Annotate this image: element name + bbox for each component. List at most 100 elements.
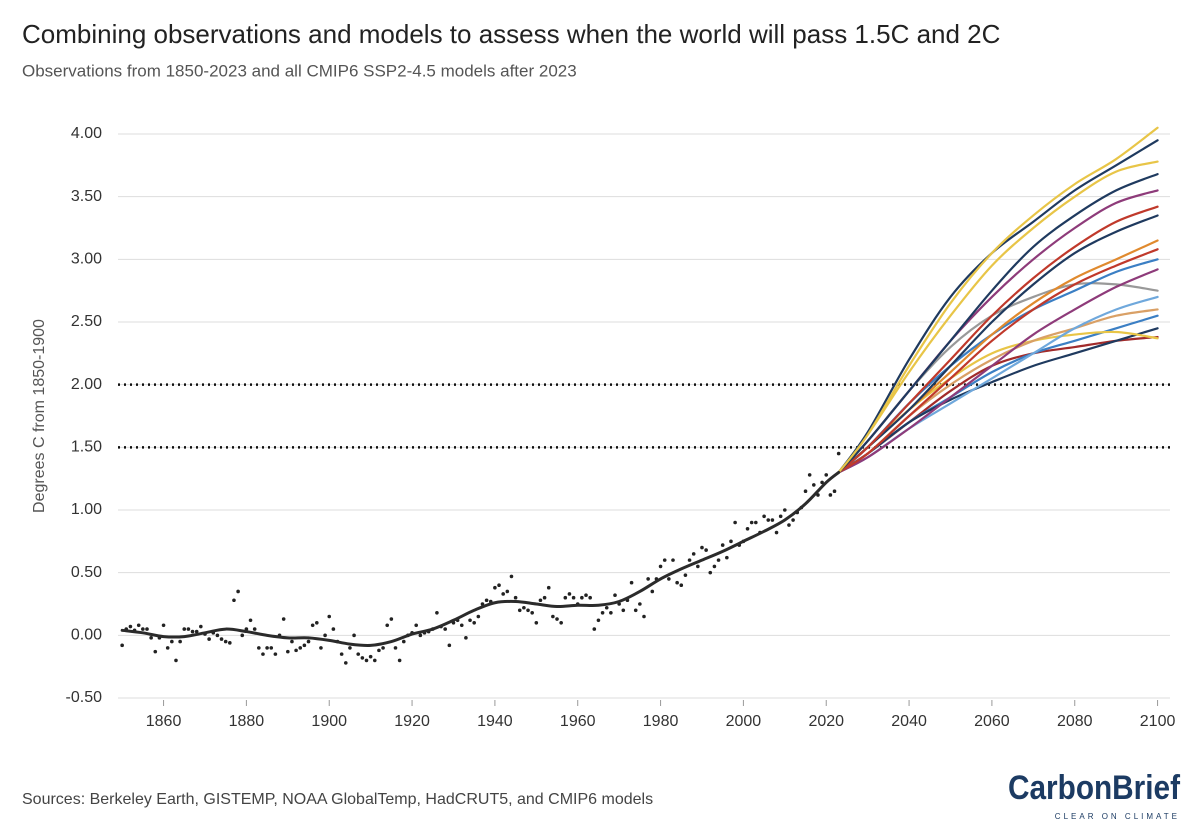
observation-point	[559, 621, 563, 625]
observation-point	[248, 618, 253, 623]
observation-point	[592, 627, 597, 631]
observation-point	[153, 649, 158, 654]
logo-tagline: CLEAR ON CLIMATE	[1055, 812, 1180, 821]
observation-point	[464, 636, 468, 640]
x-tick-label: 2100	[1140, 713, 1176, 730]
observation-point	[281, 617, 286, 621]
series-line	[837, 268, 1159, 474]
logo: CarbonBrief	[1008, 769, 1181, 807]
observation-point	[505, 589, 510, 594]
x-tick-label: 1960	[560, 713, 596, 730]
observation-point	[459, 623, 464, 628]
observation-point	[526, 608, 530, 613]
series-line	[120, 470, 841, 647]
observation-point	[228, 641, 232, 645]
observation-point	[232, 598, 236, 603]
observation-point	[472, 621, 476, 625]
observation-point	[729, 539, 733, 544]
x-tick-label: 1860	[146, 713, 182, 730]
observation-point	[476, 614, 481, 619]
observation-point	[700, 545, 704, 550]
observation-point	[290, 639, 294, 644]
y-axis-label: Degrees C from 1850-1900	[31, 319, 48, 513]
observation-point	[149, 636, 153, 640]
observation-point	[141, 627, 145, 631]
observation-point	[662, 558, 667, 562]
observation-point	[609, 610, 613, 615]
observation-point	[774, 530, 779, 535]
observation-point	[385, 623, 390, 628]
observation-point	[571, 595, 576, 600]
observation-point	[219, 637, 224, 641]
observation-point	[778, 514, 783, 519]
observation-point	[646, 577, 650, 581]
observation-point	[675, 580, 679, 585]
observation-point	[638, 602, 642, 606]
series-line	[837, 214, 1159, 474]
y-tick-label: 4.00	[71, 125, 102, 142]
observation-point	[252, 627, 257, 631]
observation-point	[530, 610, 534, 615]
observation-point	[580, 595, 584, 600]
observation-point	[658, 564, 663, 569]
observation-point	[294, 648, 298, 653]
observation-point	[803, 489, 808, 494]
observation-point	[182, 627, 187, 631]
x-tick-label: 2080	[1057, 713, 1093, 730]
observation-point	[327, 614, 332, 619]
series-line	[837, 314, 1159, 474]
observation-point	[787, 523, 791, 527]
observation-point	[679, 583, 684, 587]
observation-point	[687, 558, 692, 562]
observation-point	[691, 552, 696, 556]
observation-point	[517, 608, 522, 613]
observation-point	[770, 518, 775, 522]
observation-point	[584, 593, 588, 598]
observation-point	[236, 589, 240, 594]
x-tick-label: 1920	[394, 713, 430, 730]
observation-point	[712, 564, 717, 569]
observation-point	[298, 646, 303, 650]
observation-point	[633, 608, 638, 613]
observation-point	[215, 633, 220, 638]
x-tick-label: 1900	[311, 713, 347, 730]
observation-point	[199, 624, 203, 629]
observation-point	[273, 652, 278, 656]
y-tick-label: 1.50	[71, 439, 102, 456]
observation-point	[716, 558, 721, 562]
y-tick-label: 0.50	[71, 564, 102, 581]
observation-point	[468, 618, 472, 623]
x-tick-label: 2040	[891, 713, 927, 730]
observation-point	[389, 617, 394, 621]
observation-point	[754, 520, 758, 525]
observation-point	[546, 585, 551, 590]
observation-point	[223, 639, 228, 644]
observation-point	[343, 661, 348, 665]
observation-point	[447, 643, 452, 648]
observation-point	[704, 548, 708, 552]
observation-point	[306, 639, 311, 644]
chart-title: Combining observations and models to ass…	[22, 19, 1000, 49]
observation-point	[513, 595, 518, 600]
observation-point	[820, 480, 824, 485]
observation-point	[178, 639, 182, 644]
observation-point	[401, 639, 406, 644]
observation-point	[629, 580, 634, 585]
observation-point	[501, 592, 505, 596]
series-line	[837, 173, 1159, 474]
observation-point	[493, 585, 497, 590]
observation-point	[348, 646, 352, 650]
observation-point	[310, 623, 315, 628]
observation-point	[120, 643, 124, 648]
observation-point	[418, 633, 423, 638]
x-tick-label: 1880	[229, 713, 265, 730]
observation-point	[393, 646, 398, 650]
observation-point	[186, 627, 191, 631]
observation-point	[194, 629, 199, 634]
observation-point	[749, 520, 754, 525]
x-tick-label: 2060	[974, 713, 1010, 730]
observation-point	[596, 618, 601, 623]
series-line	[837, 205, 1159, 474]
observation-point	[381, 646, 385, 650]
